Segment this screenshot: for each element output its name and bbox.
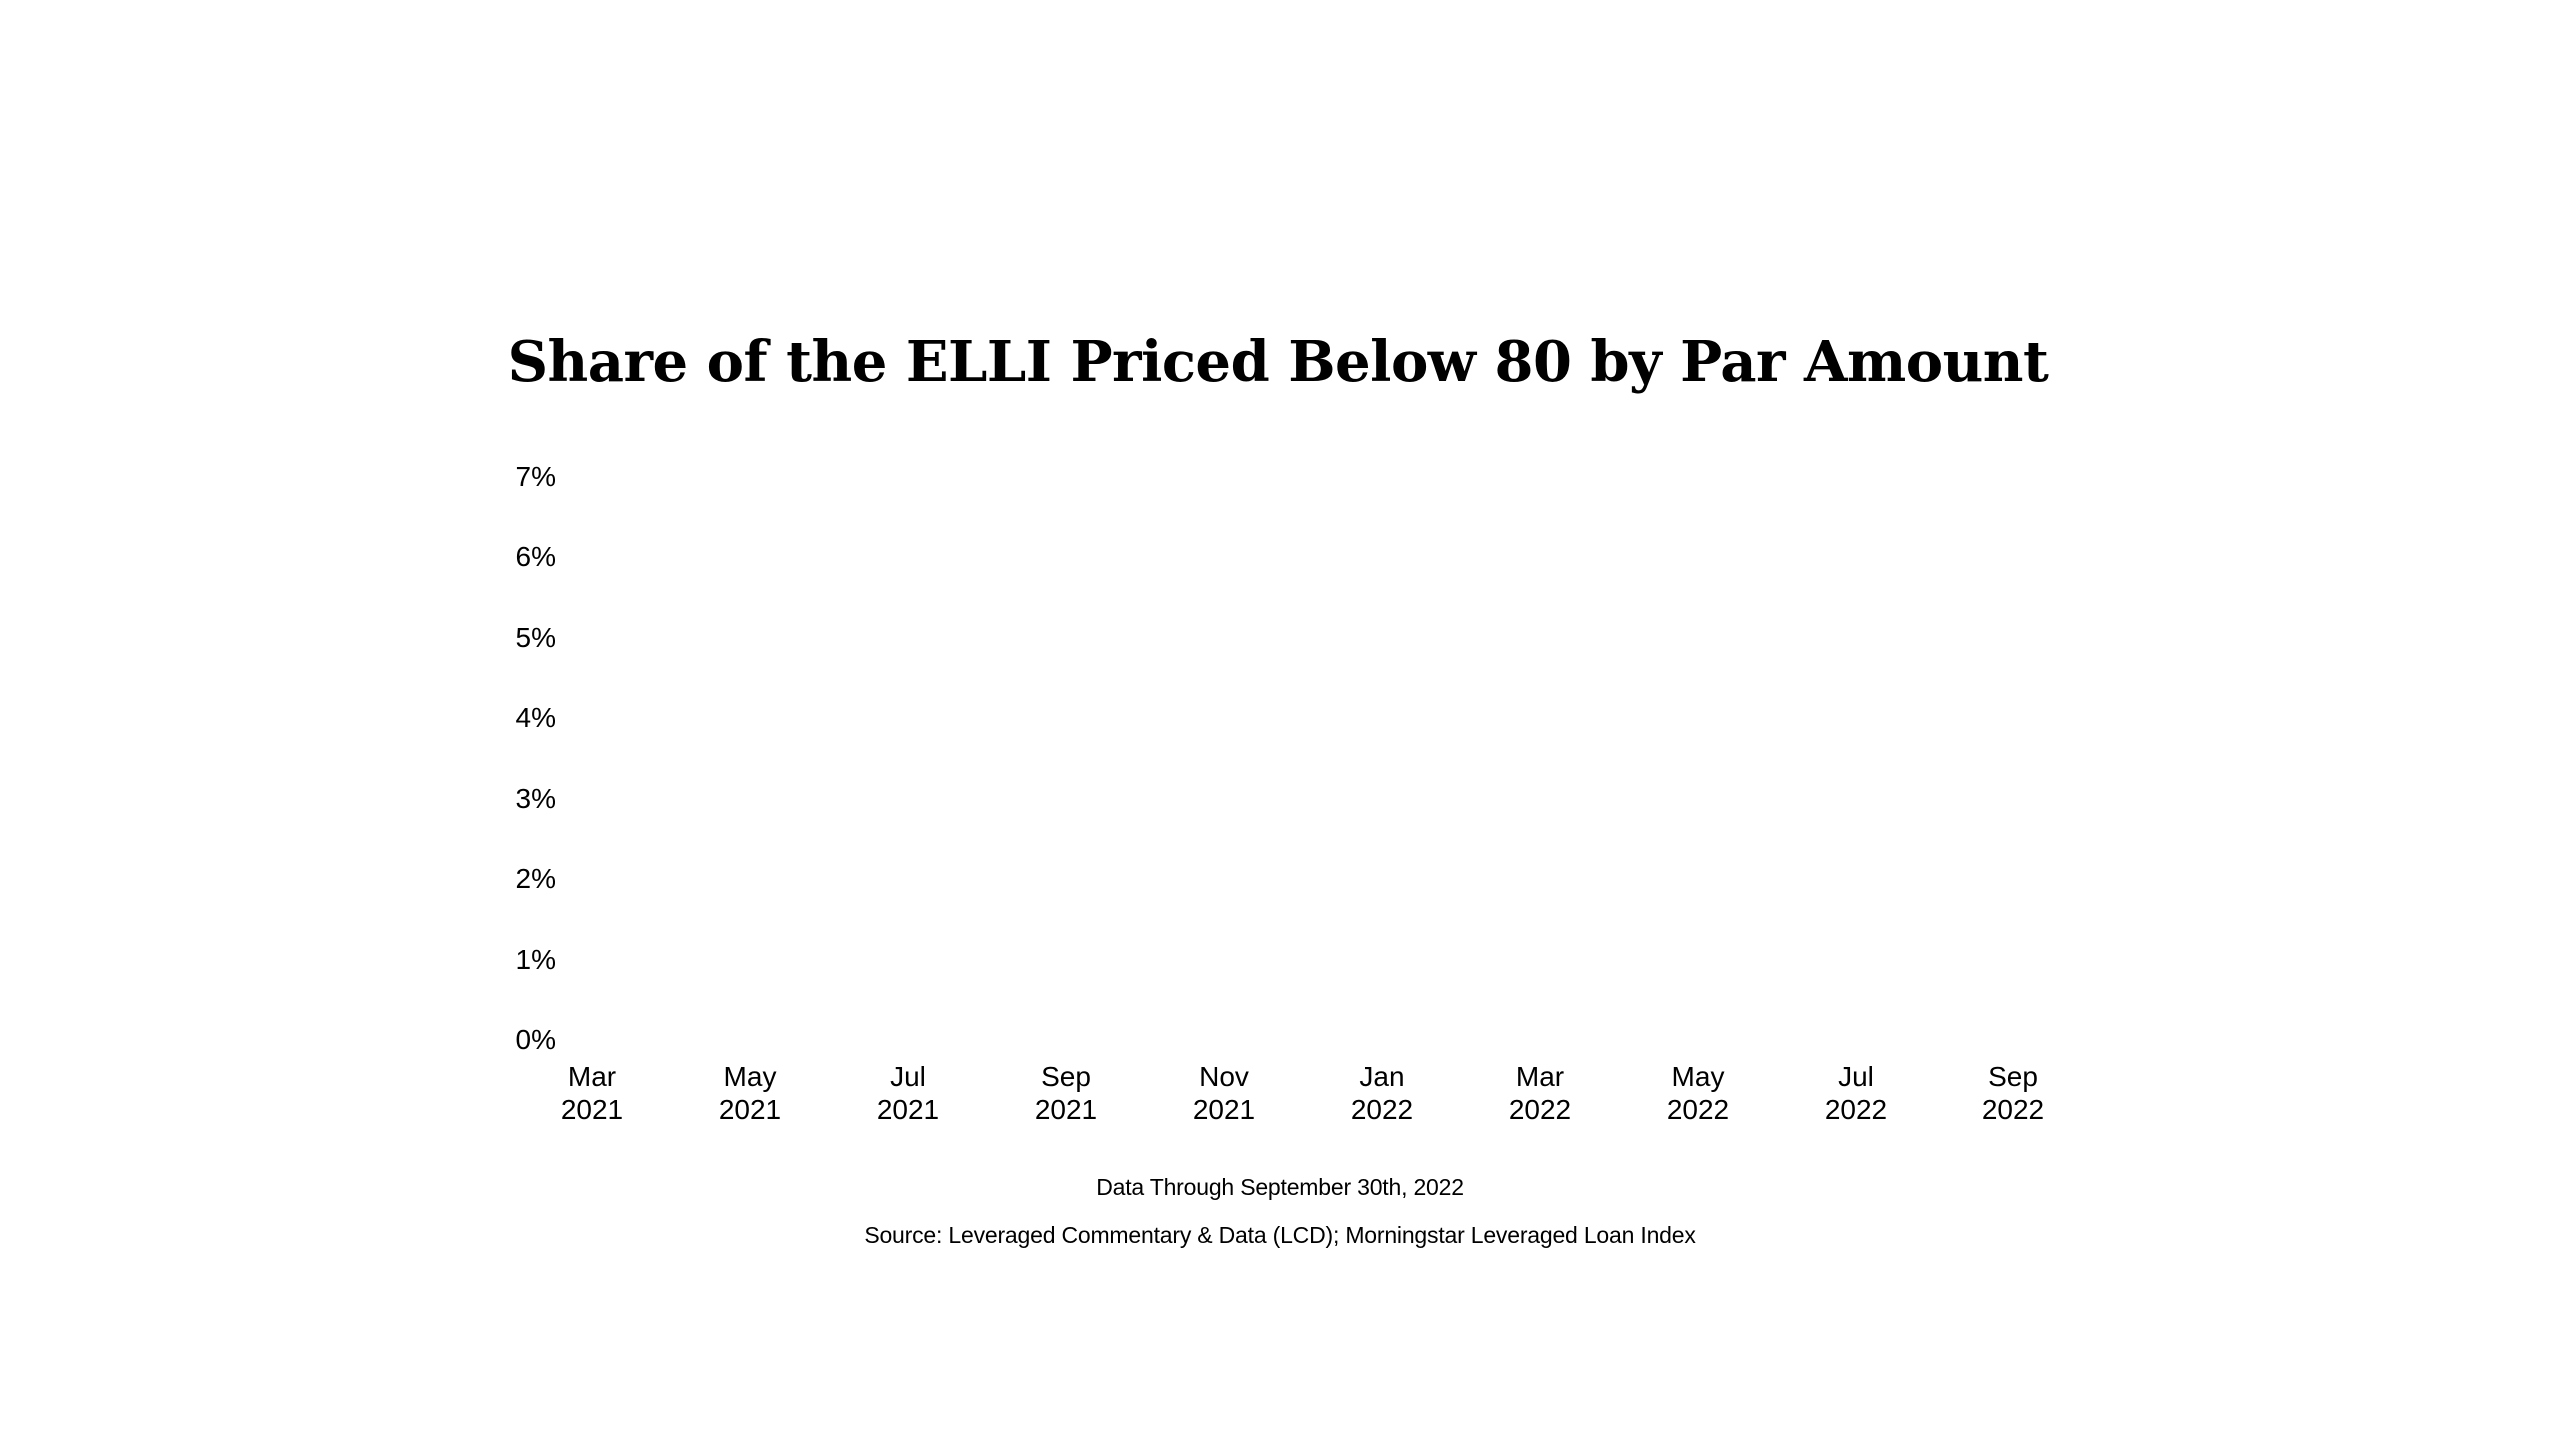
x-tick-year: 2021 bbox=[876, 1094, 940, 1125]
x-tick-month: Jan bbox=[1359, 1061, 1405, 1092]
x-tick-month: Jul bbox=[1838, 1061, 1874, 1092]
source-note: Source: Leveraged Commentary & Data (LCD… bbox=[864, 1222, 1696, 1248]
x-tick-month: May bbox=[723, 1061, 777, 1092]
x-tick-label: Sep 2022 bbox=[1953, 1060, 2073, 1126]
x-tick-month: Mar bbox=[1515, 1061, 1565, 1092]
y-tick-label: 6% bbox=[515, 541, 556, 572]
x-tick-year: 2021 bbox=[718, 1094, 782, 1125]
x-tick-month: Nov bbox=[1199, 1061, 1249, 1092]
y-tick-label: 2% bbox=[515, 863, 556, 894]
plot-area bbox=[565, 477, 2045, 1040]
y-tick-label: 1% bbox=[515, 944, 556, 975]
x-tick-label: Mar 2022 bbox=[1480, 1060, 1600, 1126]
x-tick-label: May 2022 bbox=[1638, 1060, 1758, 1126]
y-tick-label: 3% bbox=[515, 783, 556, 814]
x-tick-month: Mar bbox=[567, 1061, 617, 1092]
x-tick-label: Jul 2022 bbox=[1796, 1060, 1916, 1126]
x-tick-year: 2021 bbox=[560, 1094, 624, 1125]
y-tick-label: 7% bbox=[515, 461, 556, 492]
x-tick-month: Jul bbox=[890, 1061, 926, 1092]
chart-title: Share of the ELLI Priced Below 80 by Par… bbox=[507, 329, 2049, 395]
y-tick-label: 4% bbox=[515, 702, 556, 733]
x-tick-year: 2022 bbox=[1981, 1094, 2045, 1125]
x-tick-year: 2022 bbox=[1666, 1094, 1730, 1125]
x-tick-label: May 2021 bbox=[690, 1060, 810, 1126]
x-tick-month: Sep bbox=[1988, 1061, 2038, 1092]
x-tick-month: May bbox=[1671, 1061, 1725, 1092]
x-tick-year: 2021 bbox=[1192, 1094, 1256, 1125]
x-tick-label: Sep 2021 bbox=[1006, 1060, 1126, 1126]
x-tick-year: 2022 bbox=[1350, 1094, 1414, 1125]
x-tick-month: Sep bbox=[1041, 1061, 1091, 1092]
x-tick-label: Jul 2021 bbox=[848, 1060, 968, 1126]
x-tick-year: 2022 bbox=[1508, 1094, 1572, 1125]
data-through-note: Data Through September 30th, 2022 bbox=[1096, 1174, 1464, 1200]
y-tick-label: 5% bbox=[515, 622, 556, 653]
x-tick-label: Jan 2022 bbox=[1322, 1060, 1442, 1126]
y-tick-label: 0% bbox=[515, 1024, 556, 1055]
x-tick-label: Nov 2021 bbox=[1164, 1060, 1284, 1126]
x-tick-year: 2022 bbox=[1824, 1094, 1888, 1125]
x-tick-year: 2021 bbox=[1034, 1094, 1098, 1125]
x-tick-label: Mar 2021 bbox=[532, 1060, 652, 1126]
